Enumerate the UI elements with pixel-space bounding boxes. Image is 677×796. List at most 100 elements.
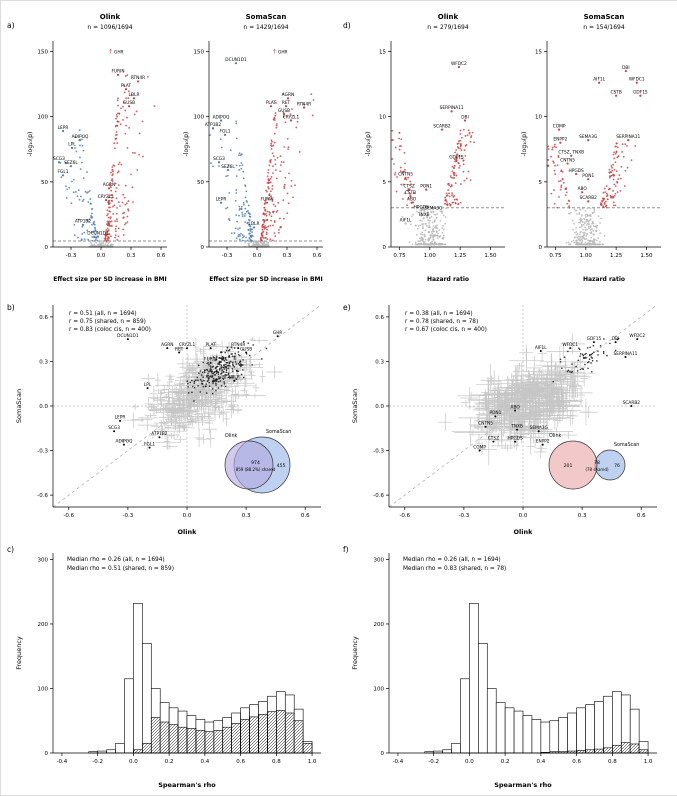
svg-text:-0.3: -0.3 [373,449,384,455]
svg-text:CNTN5: CNTN5 [478,421,493,427]
svg-text:859 (88.2%) shared: 859 (88.2%) shared [236,467,276,472]
svg-text:50: 50 [197,180,204,186]
svg-text:ATP1B2: ATP1B2 [205,122,222,128]
panel-label-d: d) [343,21,351,30]
svg-text:TNXB: TNXB [417,212,430,218]
svg-text:CSTB: CSTB [405,190,416,196]
svg-text:-0.4: -0.4 [57,759,68,765]
svg-text:COMP: COMP [553,123,566,129]
svg-text:0: 0 [381,751,385,757]
svg-text:GUSB: GUSB [278,108,290,114]
svg-text:76: 76 [614,463,620,469]
svg-text:-0.3: -0.3 [123,513,134,519]
panel-label-c: c) [7,545,15,554]
svg-text:1.00: 1.00 [424,253,437,259]
svg-text:GDF15: GDF15 [587,336,602,342]
svg-text:DBI: DBI [622,65,630,71]
svg-text:PLAT: PLAT [121,83,132,89]
svg-text:-log₁₀(p): -log₁₀(p) [365,132,372,157]
svg-text:150: 150 [38,49,49,55]
svg-text:100: 100 [194,115,205,121]
svg-text:0.4: 0.4 [200,759,209,765]
svg-text:SCG3: SCG3 [108,425,120,431]
svg-text:LEPR: LEPR [58,125,69,131]
svg-text:0: 0 [383,245,387,251]
svg-text:RTN4R: RTN4R [131,75,145,81]
svg-text:0.3: 0.3 [283,253,292,259]
histogram-spearman-rho-bmi: -0.4 -0.2 0.0 0.2 0.4 0.6 0.8 1.0 0 100 200 300 Spea… [15,553,321,789]
svg-text:TNXB: TNXB [510,424,523,430]
svg-text:-0.4: -0.4 [393,759,404,765]
svg-text:Olink: Olink [549,433,561,439]
volcano-plot-somascan-bmi: SomaScan n = 1429/1694 ↑ GHR DCUN1D1 AGRN RET P… [183,13,323,283]
svg-text:1.0: 1.0 [644,759,653,765]
svg-text:SERPINA11: SERPINA11 [614,351,638,357]
scatter-olink-vs-somascan-hazard: GDF15 DBI WFDC2 WFDC1 AIF1L SERPINA11 SCARB2 AB… [351,304,658,536]
svg-text:SERPINA11: SERPINA11 [440,105,464,111]
svg-text:HPGDS: HPGDS [569,168,584,174]
svg-text:LPL: LPL [68,142,76,148]
svg-text:LEPR: LEPR [216,196,227,202]
svg-text:PON1: PON1 [582,173,594,179]
svg-text:Frequency: Frequency [351,636,359,670]
svg-text:ADIPOQ: ADIPOQ [116,438,133,444]
svg-text:0.0: 0.0 [183,513,192,519]
svg-text:FURIN: FURIN [260,196,273,202]
svg-text:-0.6: -0.6 [37,493,48,499]
svg-text:200: 200 [374,622,385,628]
svg-text:10: 10 [379,115,386,121]
svg-text:CNTN5: CNTN5 [560,157,575,163]
svg-text:PLAT: PLAT [205,342,216,348]
svg-text:-0.6: -0.6 [63,513,74,519]
svg-text:100: 100 [38,686,49,692]
svg-text:SomaScan: SomaScan [246,13,287,21]
svg-text:LDLR: LDLR [229,375,240,381]
svg-text:0: 0 [45,751,49,757]
svg-text:15: 15 [535,49,542,55]
svg-text:-0.3: -0.3 [222,253,233,259]
svg-text:SomaScan: SomaScan [584,13,625,21]
svg-text:SomaScan: SomaScan [266,429,291,435]
svg-text:0.0: 0.0 [129,759,138,765]
svg-text:0.3: 0.3 [39,359,48,365]
svg-text:0.0: 0.0 [39,404,48,410]
svg-text:-log₁₀(p): -log₁₀(p) [521,132,528,157]
svg-text:↑: ↑ [272,48,277,55]
svg-text:GHR: GHR [278,49,288,55]
svg-text:r = 0.38 (all, n = 1694): r = 0.38 (all, n = 1694) [405,311,473,317]
svg-text:Frequency: Frequency [15,636,23,670]
svg-text:Median rho = 0.26 (all, n = 16: Median rho = 0.26 (all, n = 1694) [67,557,165,563]
svg-text:GDF15: GDF15 [449,155,464,161]
svg-text:PON1: PON1 [489,410,501,416]
volcano-plot-olink-bmi: Olink n = 1096/1694 ↑ GHR FURIN RTN4R PLAT LDLR… [27,13,167,283]
svg-text:n = 1429/1694: n = 1429/1694 [243,24,288,31]
svg-text:GUSB: GUSB [240,346,252,352]
svg-text:Effect size per SD increase in: Effect size per SD increase in BMI [53,276,167,283]
svg-text:0.3: 0.3 [578,513,587,519]
svg-text:PLAT: PLAT [266,100,277,106]
svg-text:0.6: 0.6 [236,759,245,765]
svg-text:AIF1L: AIF1L [535,345,547,351]
svg-text:r = 0.75 (shared, n = 859): r = 0.75 (shared, n = 859) [69,319,146,325]
svg-text:LPL: LPL [144,382,152,388]
svg-text:0.0: 0.0 [375,404,384,410]
svg-text:0.6: 0.6 [313,253,322,259]
svg-text:0.6: 0.6 [39,315,48,321]
svg-text:SCARB2: SCARB2 [580,195,598,201]
svg-text:CRYZL1: CRYZL1 [98,194,115,200]
svg-text:Olink: Olink [178,528,198,536]
svg-text:ABO: ABO [511,404,521,410]
svg-text:r = 0.51 (all, n = 1694): r = 0.51 (all, n = 1694) [69,311,137,317]
svg-text:SomaScan: SomaScan [15,389,23,423]
volcano-plot-olink-hazard: Olink n = 279/1694 WFDC2 SERPINA11 DBI SCARB2… [365,13,505,283]
svg-text:0.6: 0.6 [375,315,384,321]
svg-text:-0.2: -0.2 [428,759,439,765]
svg-text:0: 0 [539,245,543,251]
svg-text:78: 78 [594,460,600,466]
svg-text:0.0: 0.0 [519,513,528,519]
svg-text:0.8: 0.8 [272,759,281,765]
svg-text:0.2: 0.2 [501,759,510,765]
svg-text:5: 5 [539,180,543,186]
svg-text:SCARB2: SCARB2 [433,123,451,129]
svg-text:SEMA3G: SEMA3G [579,134,597,140]
